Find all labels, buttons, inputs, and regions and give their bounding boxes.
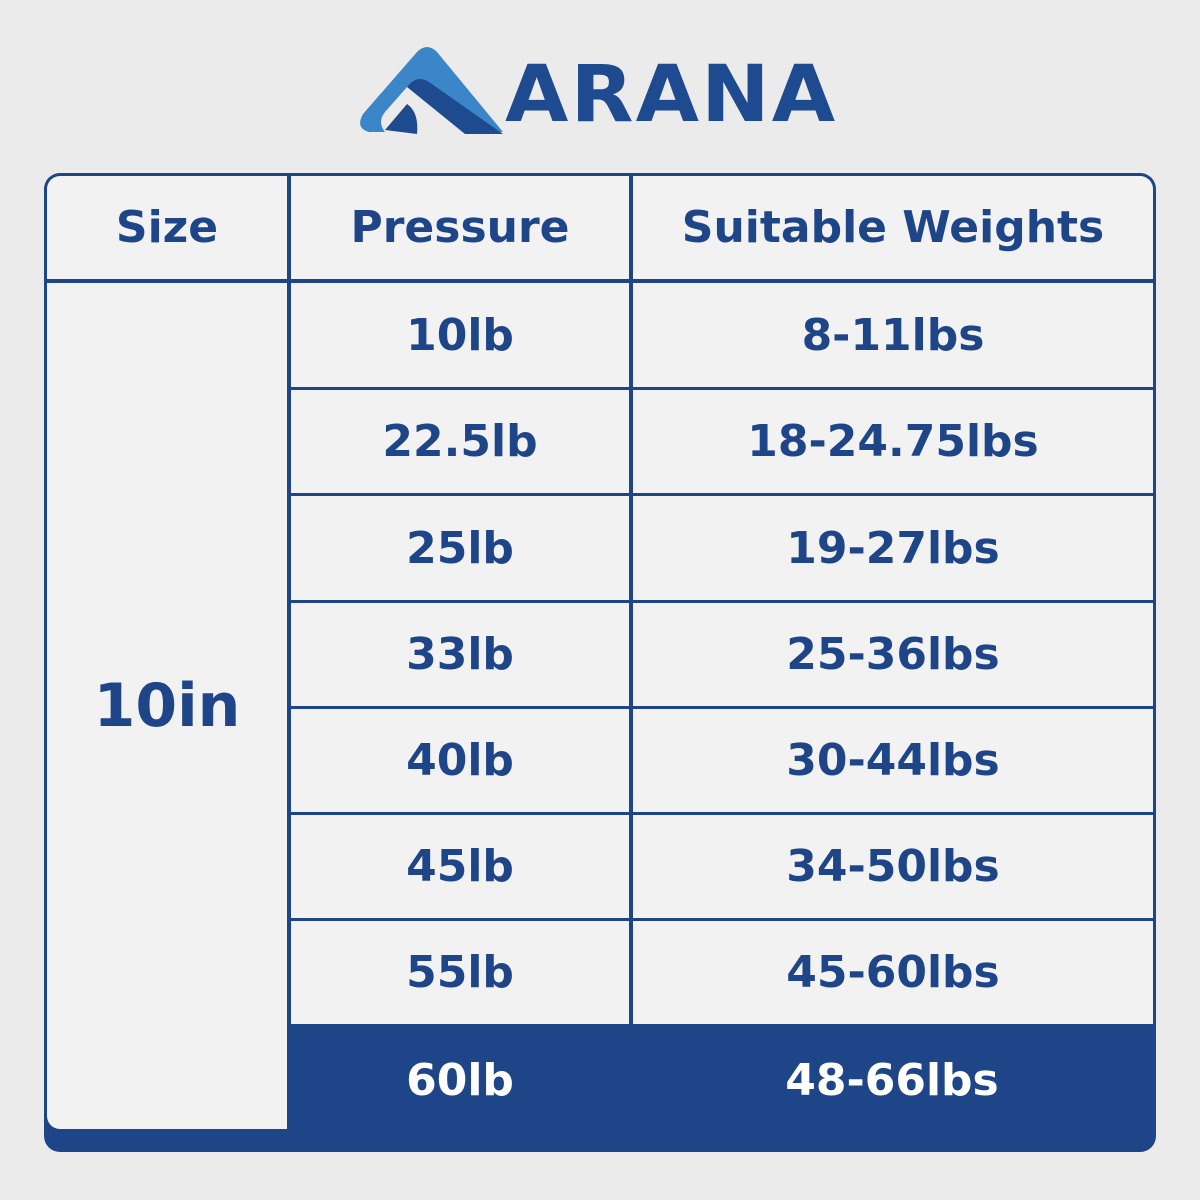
header-pressure: Pressure: [291, 176, 629, 279]
pressure-cell: 45lb: [291, 815, 629, 918]
weights-cell: 48-66lbs: [631, 1027, 1153, 1133]
pressure-weight-table: Size Pressure Suitable Weights 10in 10lb…: [44, 173, 1156, 1152]
weights-cell: 45-60lbs: [633, 921, 1153, 1024]
weights-cell: 19-27lbs: [633, 496, 1153, 600]
pressure-cell: 55lb: [291, 921, 629, 1024]
weights-cell: 8-11lbs: [633, 283, 1153, 387]
brand-logo: ARANA: [355, 42, 845, 142]
pressure-cell: 25lb: [291, 496, 629, 600]
weights-cell: 34-50lbs: [633, 815, 1153, 918]
size-cell: 10in: [47, 283, 287, 1129]
weights-cell: 18-24.75lbs: [633, 390, 1153, 493]
weights-cell: 30-44lbs: [633, 709, 1153, 812]
pressure-cell: 10lb: [291, 283, 629, 387]
header-size: Size: [47, 176, 287, 279]
pressure-cell: 40lb: [291, 709, 629, 812]
header-suitable-weights: Suitable Weights: [633, 176, 1153, 279]
weights-cell: 25-36lbs: [633, 603, 1153, 706]
logo-mark-icon: [360, 47, 503, 134]
pressure-cell: 33lb: [291, 603, 629, 706]
pressure-cell: 22.5lb: [291, 390, 629, 493]
brand-name: ARANA: [505, 50, 838, 140]
pressure-cell: 60lb: [289, 1027, 631, 1133]
